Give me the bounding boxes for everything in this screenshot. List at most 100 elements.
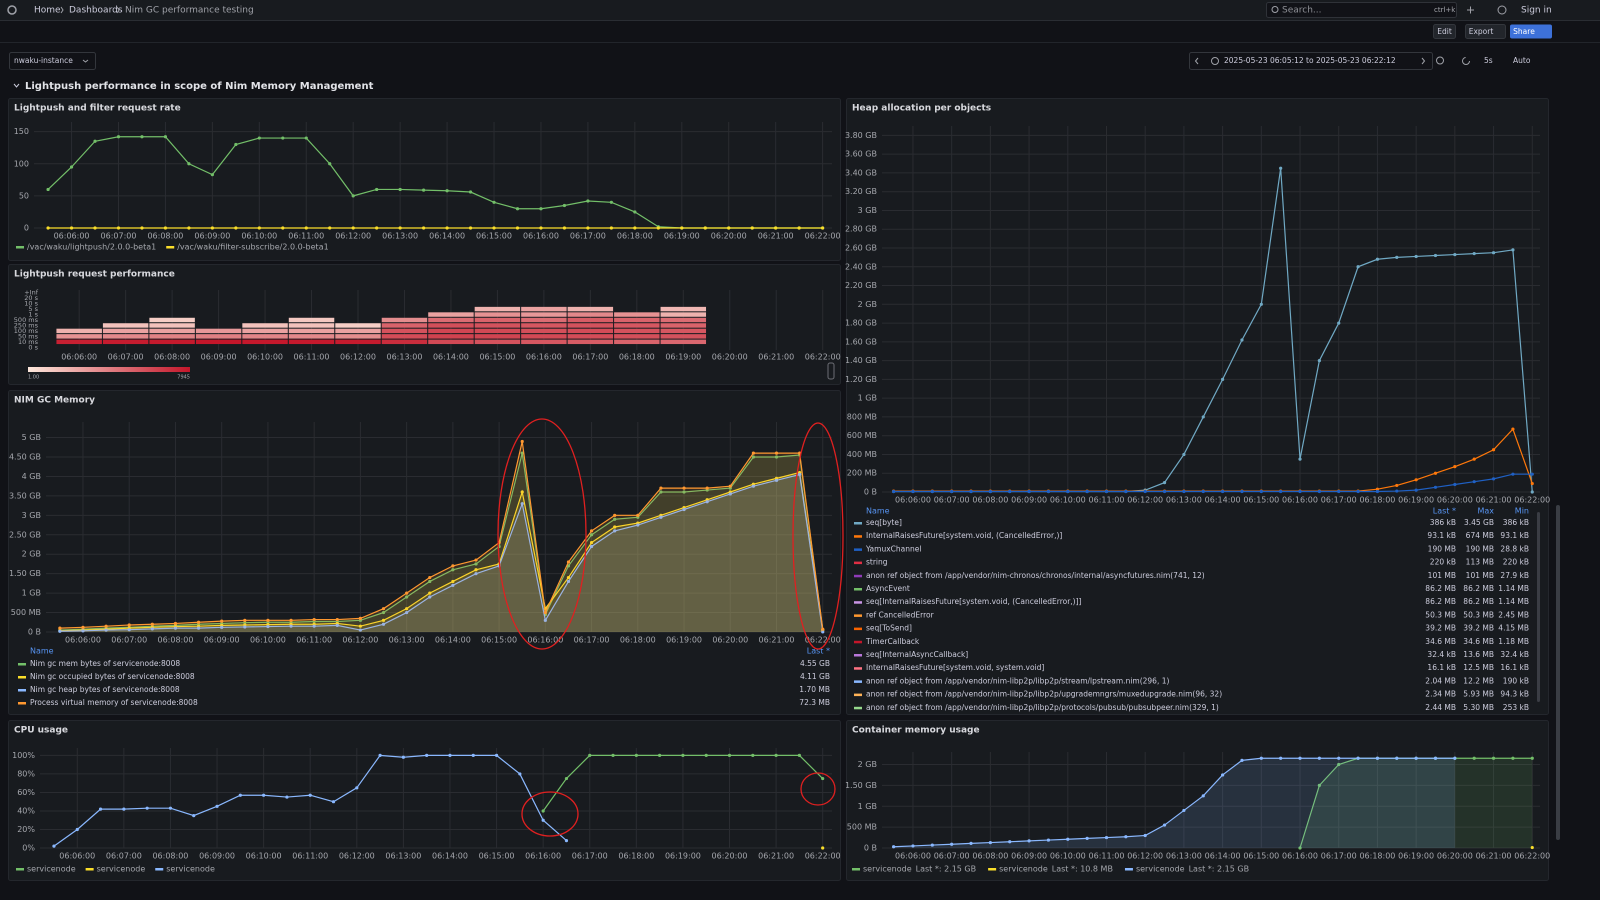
table-cell: 34.6 MB	[1463, 637, 1494, 646]
data-point	[1124, 489, 1128, 494]
data-point	[335, 617, 339, 622]
legend-label: /vac/waku/lightpush/2.0.0-beta1	[27, 243, 156, 252]
heatmap-cell	[521, 306, 567, 312]
legend-label: servicenode	[97, 865, 146, 874]
help-icon[interactable]	[1497, 5, 1507, 15]
refresh-icon[interactable]	[1462, 57, 1470, 65]
data-point	[173, 621, 178, 626]
breadcrumb[interactable]: Dashboards	[69, 6, 123, 16]
data-point	[609, 200, 613, 204]
y-tick-label: 2.20 GB	[845, 281, 877, 290]
data-point	[1337, 321, 1341, 325]
auto-refresh[interactable]: Auto	[1513, 56, 1531, 65]
time-picker[interactable]	[1189, 52, 1433, 70]
table-cell: 190 MB	[1428, 544, 1456, 553]
x-tick-label: 06:15:00	[479, 353, 515, 362]
data-point	[474, 562, 478, 566]
x-tick-label: 06:07:00	[101, 232, 137, 241]
x-tick-label: 06:21:00	[758, 232, 794, 241]
y-tick-label: 1 GB	[22, 589, 41, 598]
x-tick-label: 06:22:00	[1514, 496, 1550, 505]
data-point	[1182, 808, 1186, 813]
data-point	[150, 627, 154, 631]
data-point	[492, 200, 496, 204]
data-point	[589, 533, 594, 537]
data-point	[1259, 302, 1263, 306]
data-point	[1530, 490, 1534, 494]
data-point	[358, 628, 362, 632]
data-point	[1182, 452, 1186, 457]
time-range: 2025-05-23 06:05:12 to 2025-05-23 06:22:…	[1224, 56, 1396, 65]
search-box[interactable]	[1266, 2, 1457, 18]
sign-in[interactable]: Sign in	[1521, 6, 1552, 16]
area-fill	[1300, 758, 1533, 848]
add-icon[interactable]	[1467, 6, 1474, 14]
data-point	[727, 753, 732, 758]
table-cell: 190 kB	[1503, 676, 1529, 685]
heatmap-cell	[567, 312, 614, 317]
row-collapse[interactable]	[13, 83, 20, 88]
menu-icon[interactable]	[7, 5, 17, 15]
table-cell: 86.2 MB	[1425, 584, 1456, 593]
table-cell: anon ref object from /app/vendor/nim-lib…	[866, 703, 1219, 712]
heatmap-cell	[381, 339, 428, 345]
heatmap-cell	[381, 334, 428, 339]
y-tick-label: 50	[19, 191, 29, 200]
refresh-interval[interactable]: 5s	[1484, 56, 1493, 65]
variable-select[interactable]	[9, 52, 96, 70]
share-button[interactable]	[1510, 24, 1552, 39]
data-point	[1008, 489, 1012, 494]
breadcrumb[interactable]: Home	[34, 6, 61, 16]
table-cell: 2.45 MB	[1498, 610, 1529, 619]
y-tick-label: 1 GB	[858, 394, 877, 403]
data-point	[243, 618, 247, 622]
data-point	[46, 187, 50, 192]
x-tick-label: 06:09:00	[199, 852, 235, 861]
data-point	[705, 500, 709, 504]
data-point	[243, 621, 247, 625]
x-tick-label: 06:11:00	[294, 353, 330, 362]
data-point	[98, 807, 103, 811]
heatmap-cell	[660, 306, 707, 312]
data-point	[398, 226, 402, 230]
time-back[interactable]	[1194, 57, 1199, 65]
row-title[interactable]: Lightpush performance in scope of Nim Me…	[25, 81, 374, 92]
data-point	[1395, 489, 1399, 493]
y-tick-label: 80%	[17, 769, 35, 778]
table-cell: 34.6 MB	[1425, 637, 1456, 646]
scrollbar[interactable]	[1556, 505, 1560, 840]
time-forward[interactable]	[1421, 57, 1426, 65]
edit-button[interactable]	[1433, 24, 1456, 39]
legend-header: Last *	[807, 647, 830, 656]
data-point	[520, 439, 524, 444]
data-point	[1317, 359, 1321, 363]
table-cell: 13.6 MB	[1463, 650, 1494, 659]
data-point	[1511, 756, 1515, 760]
export-button[interactable]	[1465, 24, 1506, 39]
x-tick-label: 06:17:00	[572, 353, 608, 362]
heatmap-cell	[381, 317, 428, 323]
legend-swatch	[988, 868, 997, 871]
data-point	[543, 618, 547, 622]
table-cell: 93.1 kB	[1427, 531, 1456, 540]
data-point	[774, 451, 779, 455]
data-point	[401, 755, 405, 759]
data-point	[613, 517, 617, 521]
x-tick-label: 06:21:00	[758, 852, 794, 861]
variable-value: nwaku-instance	[14, 56, 73, 65]
zoom-out[interactable]	[1436, 56, 1444, 65]
data-point	[428, 591, 432, 595]
data-point	[196, 620, 201, 624]
data-point	[586, 199, 590, 203]
legend-label: servicenode	[863, 865, 912, 874]
data-point	[474, 568, 478, 572]
data-point	[1201, 794, 1205, 798]
x-tick-label: 06:16:00	[523, 232, 559, 241]
data-point	[892, 845, 896, 849]
data-point	[351, 226, 355, 230]
x-tick-label: 06:13:00	[1166, 496, 1202, 505]
data-point	[520, 502, 524, 506]
data-point	[104, 628, 108, 632]
data-point	[428, 575, 432, 580]
y-tick-label: 100 ms	[14, 327, 39, 335]
